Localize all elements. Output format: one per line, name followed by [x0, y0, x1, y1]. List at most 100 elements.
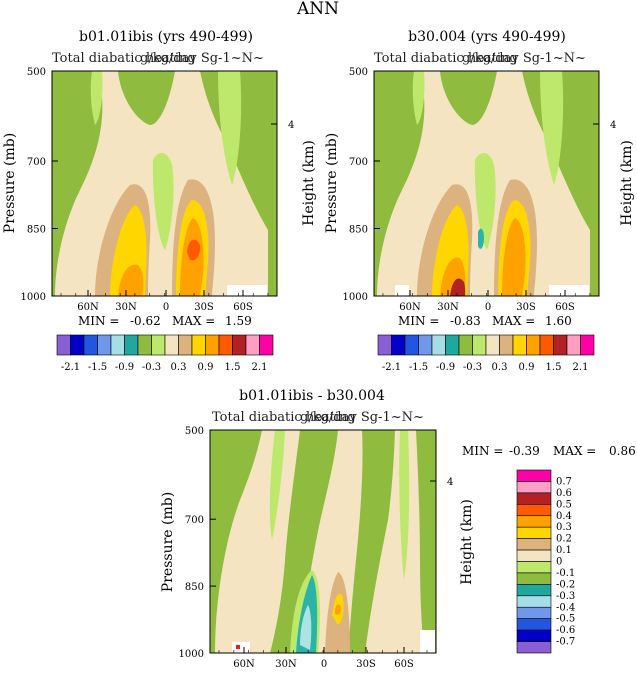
- panel-2-red-left: [450, 278, 466, 296]
- panel-2-xtick-label-1: 30N: [437, 302, 459, 313]
- panel-1-xtick-label-4: 60S: [233, 302, 253, 313]
- panel-3-colorbar-label-2: 0.5: [556, 499, 572, 510]
- panel-2-xtick-label-3: 30S: [516, 302, 536, 313]
- panel-2-missing-box-left: [395, 285, 409, 296]
- panel-3-colorbar-label-1: 0.6: [556, 488, 572, 499]
- panel-2-right-tick-label-0: 4: [610, 120, 616, 131]
- panel-3-min-value: -0.39: [509, 444, 540, 458]
- panel-1-plot: 60N 30N 0 30S 60S 500 700 850 1000 4: [21, 67, 295, 313]
- panel-3-colorbar-box-12: [516, 606, 552, 619]
- panel-3-ylabel-right: Height (km): [459, 499, 475, 585]
- panel-2-colorbar-box-12: [539, 334, 554, 356]
- panel-2-colorbar-box-1: [391, 334, 406, 356]
- panel-2-colorbar: -2.1 -1.5 -0.9 -0.3 0.3 0.9 1.5 2.1: [377, 334, 595, 373]
- panel-2-min-label: MIN =: [398, 314, 439, 328]
- panel-2-colorbar-box-5: [445, 334, 460, 356]
- panel-3-colorbar-label-9: -0.2: [556, 579, 575, 590]
- panel-1-light-green-band-left: [90, 71, 103, 125]
- panel-2-max-label: MAX =: [492, 314, 535, 328]
- panel-2-colorbar-label-6: 1.5: [546, 362, 562, 373]
- panel-3-ylabel: Pressure (mb): [160, 492, 176, 592]
- panel-2-colorbar-label-4: 0.3: [492, 362, 508, 373]
- panel-3-xtick-label-2: 0: [321, 659, 327, 670]
- panel-2-colorbar-box-8: [485, 334, 500, 356]
- panel-1-colorbar-label-2: -0.9: [115, 362, 134, 373]
- panel-3-missing-box-right: [420, 630, 435, 653]
- panel-1-colorbar-label-3: -0.3: [142, 362, 161, 373]
- panel-2: b30.004 (yrs 490-499) Total diabatic hea…: [324, 29, 635, 373]
- panel-3-colorbar-label-14: -0.7: [556, 637, 575, 648]
- panel-3-colorbar-box-14: [516, 629, 552, 642]
- panel-3-min-label: MIN =: [462, 444, 503, 458]
- panel-3-colorbar-label-7: 0: [556, 557, 562, 568]
- panel-3-colorbar-box-6: [516, 538, 552, 551]
- panel-3-colorbar-label-10: -0.3: [556, 591, 575, 602]
- panel-1-red-right: [187, 239, 201, 261]
- panel-1-min-label: MIN =: [78, 314, 119, 328]
- panel-1-missing-box: [227, 285, 267, 296]
- panel-2-teal-spot: [478, 228, 484, 249]
- panel-1: b01.01ibis (yrs 490-499) Total diabatic …: [2, 29, 317, 373]
- panel-1-colorbar-box-14: [245, 334, 260, 356]
- panel-2-colorbar-label-7: 2.1: [573, 362, 589, 373]
- panel-2-colorbar-box-11: [526, 334, 541, 356]
- panel-3-xtick-label-4: 60S: [394, 659, 414, 670]
- panel-1-ytick-label-3: 1000: [21, 292, 46, 303]
- panel-3-ytick-label-0: 500: [185, 426, 204, 437]
- panel-3-colorbar-box-13: [516, 618, 552, 631]
- panel-3-ytick-label-3: 1000: [179, 649, 204, 660]
- panel-1-light-green-band-right: [218, 71, 242, 185]
- panel-3-colorbar-box-11: [516, 595, 552, 608]
- panel-1-colorbar-box-13: [232, 334, 247, 356]
- panel-2-colorbar-box-9: [499, 334, 514, 356]
- panel-1-orange-left: [118, 264, 144, 296]
- panel-1-ytick-label-1: 700: [27, 157, 46, 168]
- panel-3-subtitle-left: Total diabatic heating: [212, 410, 356, 425]
- panel-3-colorbar-box-9: [516, 572, 552, 585]
- panel-2-min-value: -0.83: [450, 314, 481, 328]
- panel-3-axes: 60N 30N 0 30S 60S 500 700 850 1000 4: [179, 426, 454, 670]
- panel-2-colorbar-box-13: [553, 334, 568, 356]
- panel-1-colorbar-box-3: [97, 334, 112, 356]
- panel-3-max-label: MAX =: [553, 444, 596, 458]
- panel-2-colorbar-label-0: -2.1: [382, 362, 401, 373]
- panel-2-colorbar-box-14: [566, 334, 581, 356]
- panel-2-colorbar-box-6: [458, 334, 473, 356]
- panel-3-plot: 60N 30N 0 30S 60S 500 700 850 1000 4: [179, 426, 454, 670]
- panel-2-colorbar-box-15: [580, 334, 595, 356]
- panel-1-colorbar-box-4: [110, 334, 125, 356]
- panel-3-xtick-label-3: 30S: [356, 659, 376, 670]
- panel-3-ytick-label-1: 700: [185, 515, 204, 526]
- panel-3-colorbar-label-12: -0.5: [556, 614, 575, 625]
- panel-1-colorbar-box-6: [137, 334, 152, 356]
- panel-3-colorbar-box-8: [516, 561, 552, 574]
- panel-1-colorbar: -2.1 -1.5 -0.9 -0.3 0.3 0.9 1.5 2.1: [56, 334, 274, 373]
- panel-1-colorbar-box-8: [164, 334, 179, 356]
- panel-1-xtick-label-0: 60N: [77, 302, 99, 313]
- panel-3-colorbar-box-1: [516, 481, 552, 494]
- panel-3-colorbar-label-4: 0.3: [556, 522, 572, 533]
- panel-2-xtick-label-0: 60N: [399, 302, 421, 313]
- panel-1-colorbar-box-11: [205, 334, 220, 356]
- panel-3-colorbar-label-5: 0.2: [556, 534, 572, 545]
- panel-1-colorbar-box-15: [259, 334, 274, 356]
- panel-1-title: b01.01ibis (yrs 490-499): [79, 29, 253, 45]
- panel-3-colorbar-label-3: 0.4: [556, 511, 572, 522]
- panel-1-ytick-label-2: 850: [27, 225, 46, 236]
- panel-3-subtitle-right: g/kg/day Sg-1~N~: [300, 410, 424, 425]
- panel-2-title: b30.004 (yrs 490-499): [408, 29, 566, 45]
- panel-3-colorbar-label-0: 0.7: [556, 476, 572, 487]
- panel-1-colorbar-box-2: [83, 334, 98, 356]
- panel-1-right-tick-label-0: 4: [288, 120, 294, 131]
- panel-1-colorbar-box-0: [56, 334, 71, 356]
- panel-2-max-value: 1.60: [545, 314, 572, 328]
- panel-3-colorbar-label-13: -0.6: [556, 625, 575, 636]
- panel-1-ylabel-right: Height (km): [301, 140, 317, 226]
- panel-1-ylabel: Pressure (mb): [2, 133, 18, 233]
- panel-2-light-green-band-right: [540, 71, 564, 185]
- panel-2-colorbar-box-4: [431, 334, 446, 356]
- panel-3-contour-fills: [215, 430, 435, 653]
- panel-1-colorbar-box-1: [70, 334, 85, 356]
- panel-2-colorbar-box-3: [418, 334, 433, 356]
